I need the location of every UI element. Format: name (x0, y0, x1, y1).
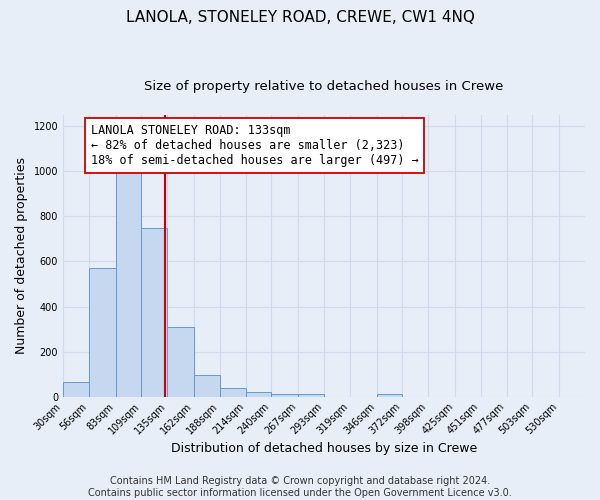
Bar (194, 376, 220, 396)
Text: LANOLA, STONELEY ROAD, CREWE, CW1 4NQ: LANOLA, STONELEY ROAD, CREWE, CW1 4NQ (125, 10, 475, 25)
X-axis label: Distribution of detached houses by size in Crewe: Distribution of detached houses by size … (171, 442, 477, 455)
Y-axis label: Number of detached properties: Number of detached properties (15, 158, 28, 354)
Title: Size of property relative to detached houses in Crewe: Size of property relative to detached ho… (145, 80, 504, 93)
Bar (63, 382, 89, 396)
Bar (298, 394, 324, 396)
Bar (167, 327, 194, 396)
Text: LANOLA STONELEY ROAD: 133sqm
← 82% of detached houses are smaller (2,323)
18% of: LANOLA STONELEY ROAD: 133sqm ← 82% of de… (91, 124, 419, 167)
Bar (89, 268, 116, 396)
Bar (377, 394, 403, 396)
Bar (245, 392, 271, 396)
Bar (220, 388, 245, 396)
Bar (142, 228, 167, 396)
Text: Contains HM Land Registry data © Crown copyright and database right 2024.
Contai: Contains HM Land Registry data © Crown c… (88, 476, 512, 498)
Bar (116, 172, 142, 396)
Bar (271, 394, 298, 396)
